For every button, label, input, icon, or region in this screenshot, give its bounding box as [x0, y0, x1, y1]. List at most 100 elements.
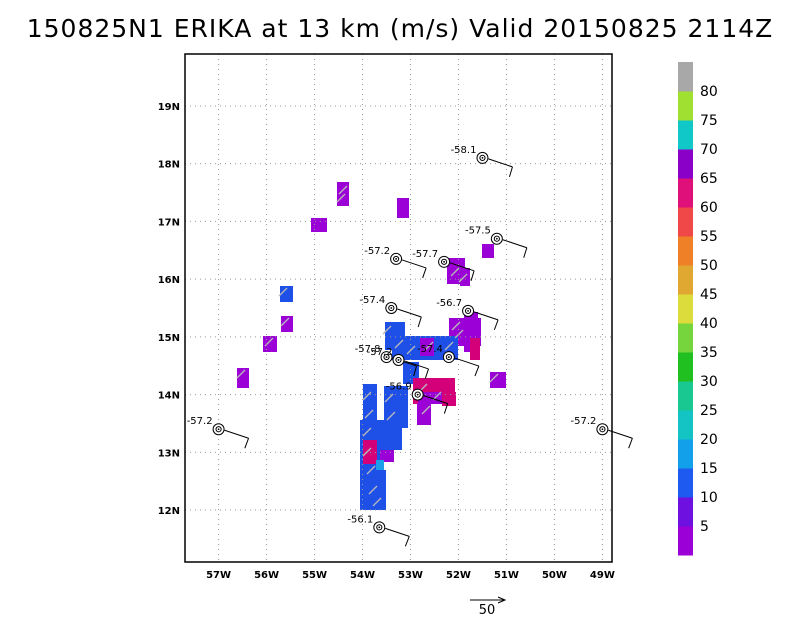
wind-arrow-icon	[384, 393, 394, 403]
wind-arrow-icon	[444, 341, 454, 351]
wind-arrow-icon	[421, 405, 431, 415]
wind-barb-icon	[224, 429, 249, 439]
latitude-tick-label: 19N	[158, 102, 180, 113]
wind-barb-flag-icon	[443, 403, 449, 414]
longitude-tick-label: 49W	[590, 570, 615, 581]
colorbar-swatch	[678, 497, 693, 527]
wind-arrow-icon	[450, 267, 460, 277]
wind-barb-flag-icon	[424, 368, 429, 380]
wind-speed-cell	[281, 316, 293, 332]
colorbar-label: 70	[700, 142, 718, 158]
wind-speed-cell	[280, 286, 293, 302]
wind-speed-cell	[482, 244, 494, 258]
wind-barb-flag-icon	[244, 438, 250, 449]
observation-temperature-label: -56.7	[436, 298, 462, 309]
observation-inner-ring-icon	[493, 235, 500, 242]
wind-arrow-icon	[364, 409, 374, 419]
observation-inner-ring-icon	[388, 304, 395, 312]
observation-inner-ring-icon	[414, 391, 421, 398]
latitude-tick-label: 14N	[158, 391, 180, 402]
wind-speed-cell	[442, 392, 456, 406]
reference-arrow-head-icon	[497, 596, 507, 604]
longitude-tick-label: 56W	[254, 570, 279, 581]
latitude-tick-label: 13N	[158, 448, 180, 459]
wind-arrow-icon	[451, 321, 461, 331]
observation: -57.7	[412, 249, 475, 281]
latitude-tick-label: 15N	[158, 333, 180, 344]
observation-temperature-label: -57.2	[187, 416, 213, 427]
wind-speed-cell	[397, 198, 409, 218]
observation: -57.4	[359, 295, 422, 328]
longitude-tick-label: 55W	[302, 570, 327, 581]
observation-center-dot	[416, 393, 419, 396]
longitude-tick-label: 52W	[446, 570, 471, 581]
observation-center-dot	[481, 157, 484, 159]
colorbar-label: 25	[700, 403, 718, 419]
wind-barb-flag-icon	[474, 365, 480, 377]
colorbar-label: 40	[700, 316, 718, 332]
latitude-tick-label: 17N	[158, 217, 180, 228]
observation-center-dot	[443, 260, 445, 263]
observation-inner-ring-icon	[599, 426, 606, 433]
latitude-labels: 12N 13N 14N 15N 16N 17N 18N 19N	[158, 102, 180, 517]
wind-arrow-icon	[362, 447, 372, 457]
map-title: 150825N1 ERIKA at 13 km (m/s) Valid 2015…	[26, 14, 774, 43]
colorbar-label: 10	[700, 490, 718, 506]
colorbar-swatch	[678, 526, 693, 556]
longitude-tick-label: 51W	[494, 570, 519, 581]
observation: -57.4	[417, 344, 480, 377]
colorbar-swatch	[678, 439, 693, 469]
observation: -56.7	[436, 298, 499, 331]
colorbar-swatch	[678, 410, 693, 440]
observation-center-dot	[390, 307, 393, 309]
colorbar-label: 55	[700, 229, 718, 245]
colorbar-label: 5	[700, 519, 709, 535]
latitude-tick-label: 12N	[158, 506, 180, 517]
observation-inner-ring-icon	[393, 255, 400, 263]
wind-barb-flag-icon	[508, 166, 513, 178]
wind-arrow-icon	[362, 391, 372, 401]
wind-speed-cell	[237, 368, 249, 388]
observation-inner-ring-icon	[464, 307, 472, 314]
colorbar-swatch	[678, 265, 693, 295]
observation-center-dot	[385, 356, 388, 358]
longitude-tick-label: 57W	[206, 570, 231, 581]
observation-center-dot	[495, 237, 498, 240]
wind-barb-icon	[397, 308, 422, 318]
wind-speed-cell	[490, 372, 506, 388]
wind-speed-cell	[337, 182, 349, 206]
observation: -58.1	[451, 145, 513, 178]
wind-speed-cell	[378, 420, 390, 458]
observation-temperature-label: -56.9	[386, 382, 412, 393]
colorbar-label: 50	[700, 258, 718, 274]
observation-temperature-label: -57.4	[359, 295, 385, 306]
longitude-tick-label: 50W	[542, 570, 567, 581]
wind-barb-icon	[404, 360, 429, 370]
wind-arrow-icon	[336, 193, 346, 203]
wind-arrow-icon	[454, 329, 464, 339]
wind-arrow-icon	[489, 373, 499, 383]
observation-center-dot	[397, 359, 400, 361]
observation-inner-ring-icon	[440, 258, 448, 265]
wind-barb-icon	[423, 395, 448, 405]
wind-arrow-icon	[278, 287, 288, 297]
wind-speed-cell	[460, 268, 470, 286]
wind-arrow-icon	[382, 325, 392, 335]
observation-center-dot	[467, 309, 469, 312]
colorbar-label: 30	[700, 374, 718, 390]
wind-arrow-icon	[338, 185, 348, 195]
colorbar-label: 65	[700, 171, 718, 187]
colorbar-legend: 5 10 15 20 25 30 35 40 45 50 55 60 65 70 75 80	[678, 62, 718, 556]
observation: -56.9	[386, 382, 449, 414]
longitude-labels: 57W 56W 55W 54W 53W 52W 51W 50W 49W	[206, 570, 615, 581]
colorbar-swatch	[678, 468, 693, 498]
wind-speed-cell	[388, 426, 402, 450]
wind-barb-flag-icon	[422, 267, 427, 279]
wind-arrow-icon	[280, 317, 290, 327]
wind-arrow-icon	[406, 345, 416, 355]
wind-arrow-icon	[372, 497, 382, 507]
wind-barb-icon	[473, 311, 499, 321]
observation-center-dot	[447, 356, 450, 358]
colorbar-label: 45	[700, 287, 718, 303]
observation-inner-ring-icon	[479, 154, 486, 162]
